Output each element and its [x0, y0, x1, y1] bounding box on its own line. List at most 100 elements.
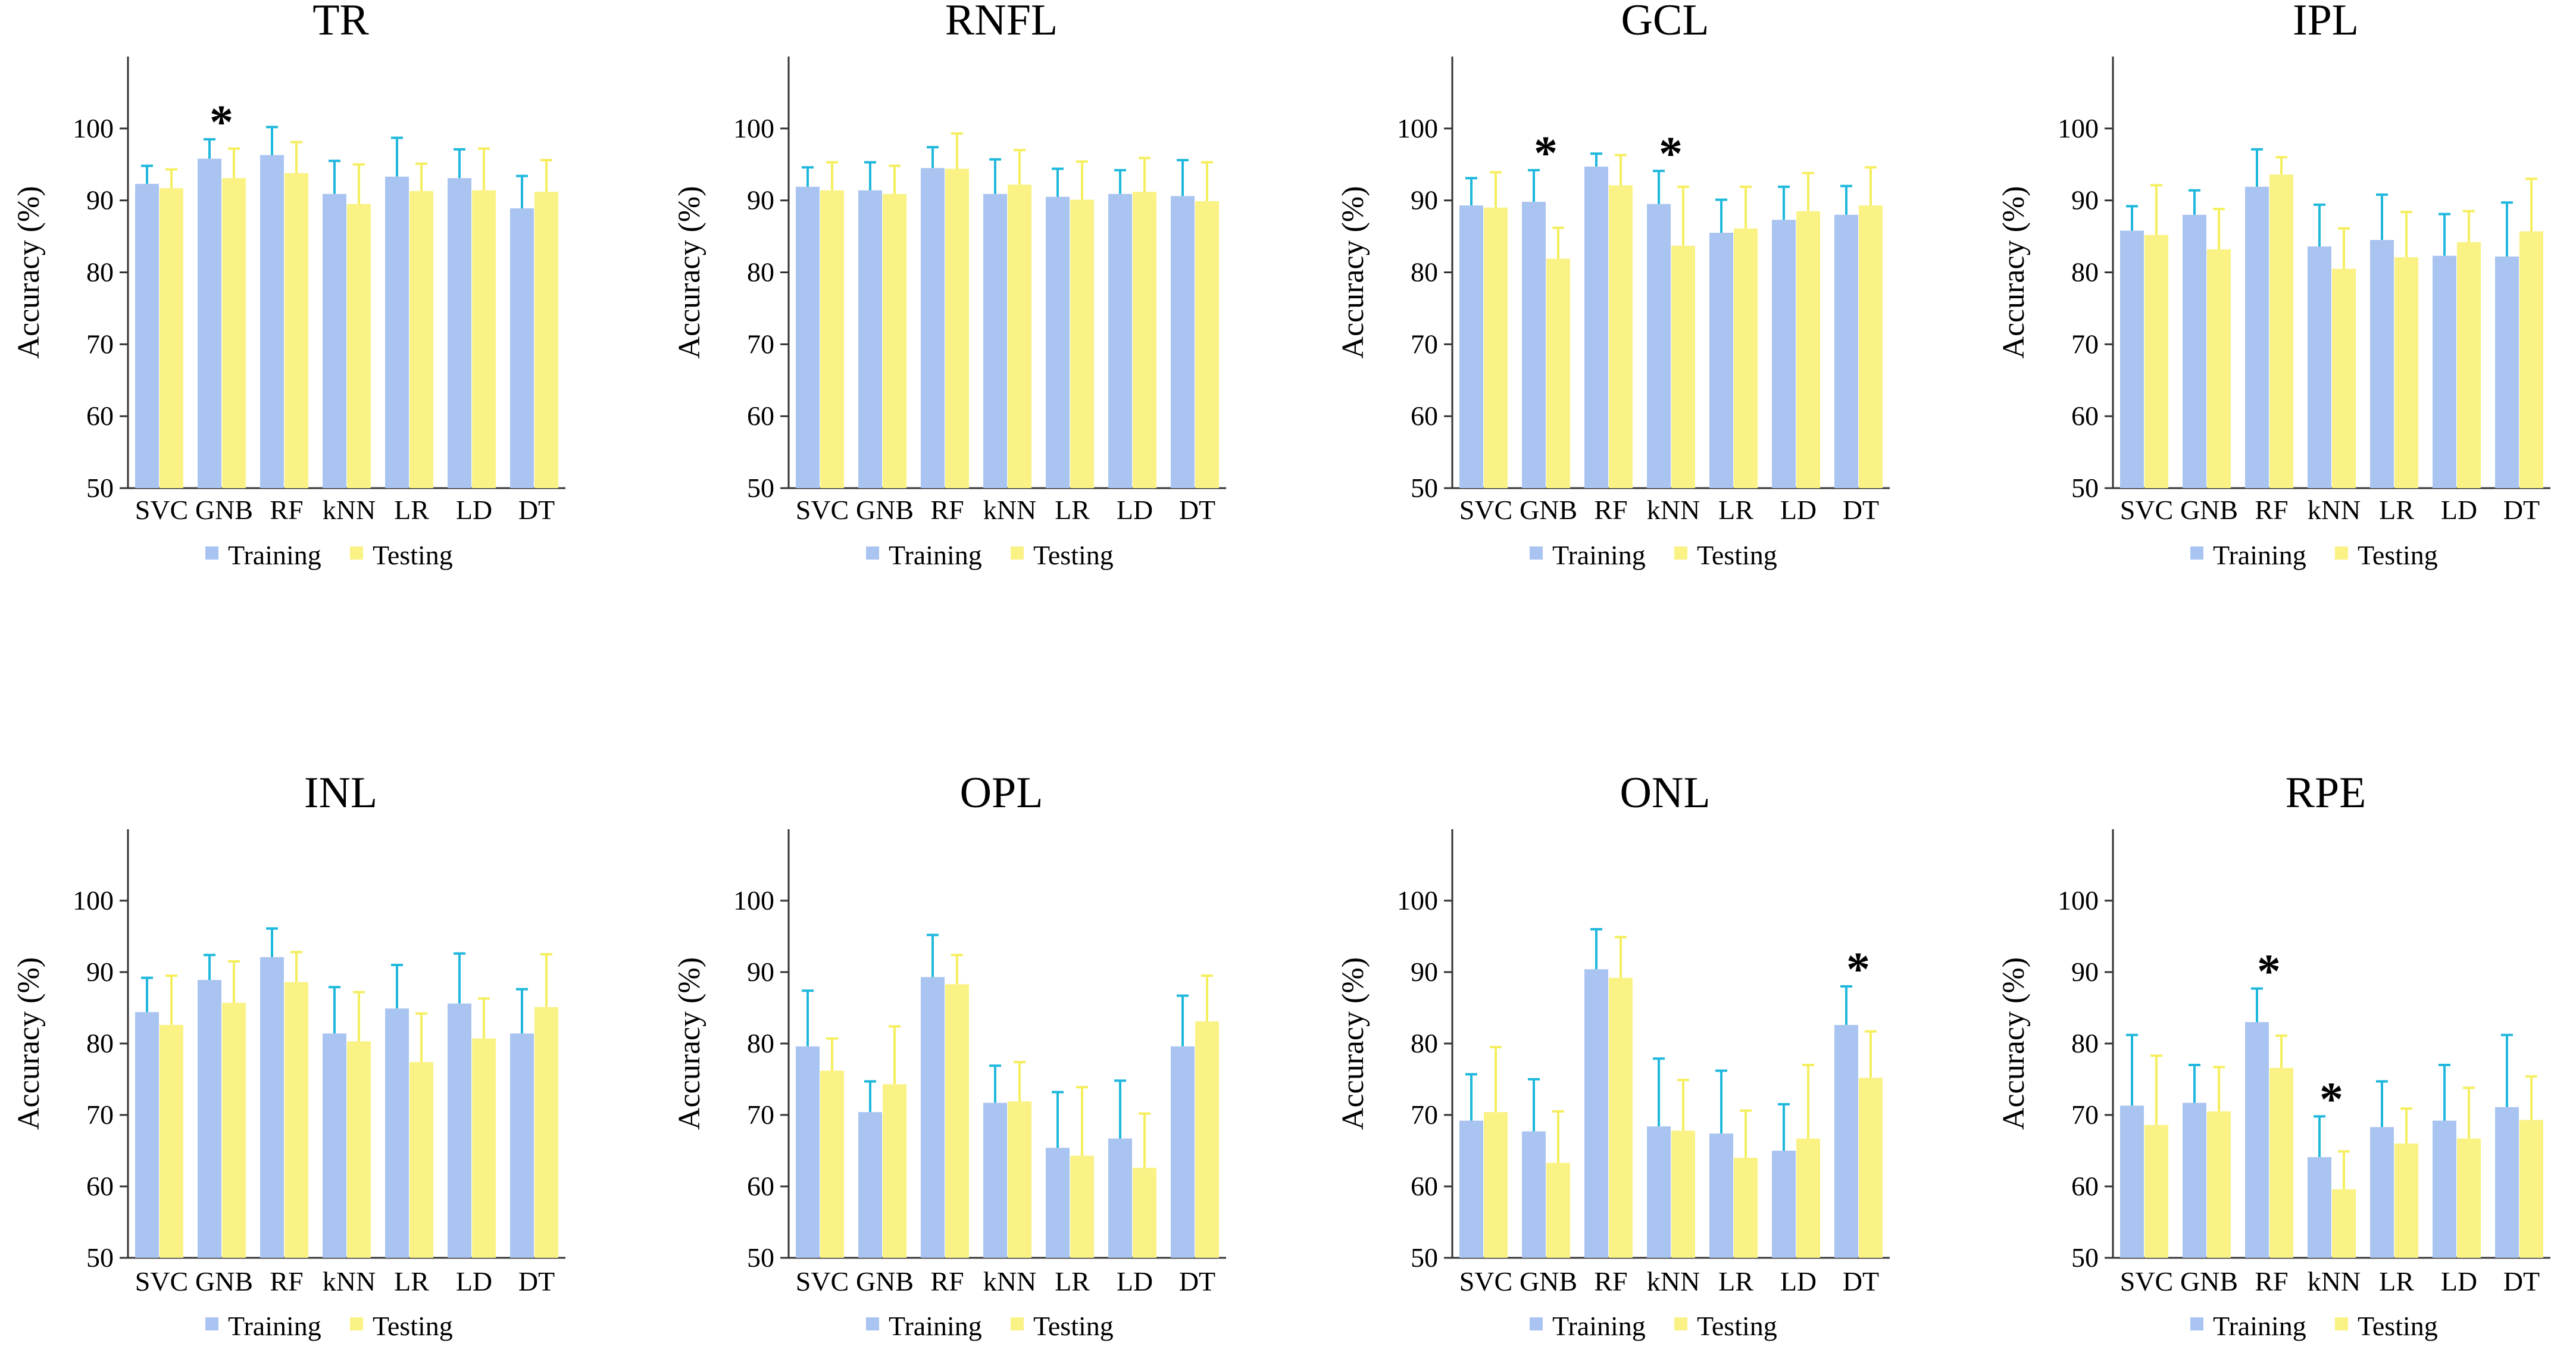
category-label: DT: [518, 1266, 555, 1297]
testing-bar: [2394, 257, 2418, 488]
category-label: kNN: [2308, 1266, 2361, 1297]
training-bar: [135, 183, 159, 488]
category-label: RF: [1594, 1266, 1627, 1297]
category-label: kNN: [1647, 1266, 1700, 1297]
y-axis-title: Accuracy (%): [673, 186, 706, 358]
testing-bar: [2332, 268, 2356, 488]
testing-bar: [1671, 245, 1695, 488]
y-axis-title: Accuracy (%): [1997, 186, 2031, 358]
training-bar: [2245, 1022, 2269, 1258]
y-tick-label: 60: [1411, 401, 1438, 431]
testing-bar: [1546, 1163, 1570, 1258]
y-tick-label: 80: [86, 257, 114, 288]
legend-swatch-testing: [350, 1317, 363, 1330]
y-tick-label: 100: [1397, 885, 1438, 916]
testing-bar: [2207, 249, 2231, 488]
category-label: LD: [456, 495, 492, 525]
testing-bar: [1070, 199, 1094, 488]
category-label: SVC: [796, 1266, 849, 1297]
y-tick-label: 90: [2071, 957, 2099, 987]
testing-bar: [160, 1024, 183, 1258]
y-tick-label: 60: [747, 401, 774, 431]
training-bar: [260, 155, 284, 489]
testing-bar: [285, 173, 308, 488]
testing-bar: [820, 1070, 844, 1258]
training-bar: [2433, 1120, 2456, 1258]
chart-panel-rpe: RPE Accuracy (%) 50 60 70 80 90 100 SVC GNB RF kNN L…: [1997, 769, 2550, 1341]
legend-label-testing: Testing: [373, 1311, 453, 1341]
testing-bar: [1133, 192, 1156, 488]
training-bar: [796, 186, 820, 488]
y-tick-label: 50: [2071, 473, 2099, 503]
testing-bar: [945, 984, 969, 1258]
y-tick-label: 60: [747, 1171, 774, 1201]
legend-label-training: Training: [1552, 540, 1646, 570]
training-bar: [385, 1008, 409, 1258]
testing-bar: [1195, 201, 1219, 488]
chart-panel-inl: INL Accuracy (%) 50 60 70 80 90 100 SVC GNB RF kNN L…: [12, 769, 565, 1341]
testing-bar: [2519, 1120, 2543, 1258]
y-tick-label: 90: [86, 957, 114, 987]
category-label: SVC: [1459, 1266, 1512, 1297]
training-bar: [2370, 1127, 2394, 1258]
training-bar: [1046, 196, 1070, 488]
chart-panel-tr: TR Accuracy (%) 50 60 70 80 90 100 SVC GNB RF kNN LR…: [12, 0, 565, 570]
significance-marker: *: [1659, 128, 1683, 180]
category-label: SVC: [2120, 495, 2173, 525]
testing-bar: [2269, 1067, 2293, 1258]
legend-swatch-training: [866, 546, 879, 560]
y-tick-label: 50: [86, 1242, 114, 1273]
category-label: DT: [1843, 495, 1879, 525]
category-label: RF: [2255, 495, 2288, 525]
legend-label-training: Training: [889, 540, 982, 570]
legend-label-testing: Testing: [1697, 1311, 1777, 1341]
legend-label-testing: Testing: [1033, 540, 1114, 570]
training-bar: [1647, 204, 1671, 488]
testing-bar: [2457, 242, 2481, 488]
testing-bar: [1484, 207, 1508, 488]
y-tick-label: 90: [1411, 957, 1438, 987]
category-label: LD: [1780, 495, 1817, 525]
training-bar: [323, 193, 346, 488]
y-tick-label: 50: [2071, 1242, 2099, 1273]
category-label: SVC: [135, 1266, 188, 1297]
testing-bar: [1609, 185, 1633, 488]
training-bar: [921, 168, 945, 489]
legend-swatch-training: [1530, 1317, 1543, 1330]
testing-bar: [1609, 977, 1633, 1258]
training-bar: [510, 208, 534, 488]
category-label: kNN: [1647, 495, 1700, 525]
y-axis-title: Accuracy (%): [1336, 186, 1370, 358]
y-tick-label: 100: [73, 885, 114, 916]
y-tick-label: 70: [747, 329, 774, 359]
chart-title: GCL: [1621, 0, 1709, 45]
testing-bar: [2457, 1138, 2481, 1258]
y-tick-label: 80: [747, 1028, 774, 1058]
testing-bar: [1008, 185, 1031, 488]
testing-bar: [472, 190, 496, 488]
legend-label-testing: Testing: [1033, 1311, 1114, 1341]
y-axis-title: Accuracy (%): [12, 957, 46, 1130]
testing-bar: [534, 192, 558, 488]
testing-bar: [222, 178, 246, 488]
training-bar: [858, 190, 882, 488]
y-axis-title: Accuracy (%): [12, 186, 46, 358]
testing-bar: [2394, 1144, 2418, 1258]
y-tick-label: 70: [1411, 1099, 1438, 1130]
testing-bar: [1008, 1101, 1031, 1258]
training-bar: [385, 176, 409, 489]
testing-bar: [1546, 258, 1570, 488]
y-tick-label: 60: [86, 1171, 114, 1201]
category-label: RF: [270, 1266, 303, 1297]
training-bar: [198, 980, 221, 1258]
testing-bar: [2144, 235, 2168, 488]
training-bar: [448, 178, 471, 488]
training-bar: [1046, 1148, 1070, 1258]
chart-panel-opl: OPL Accuracy (%) 50 60 70 80 90 100 SVC GNB RF kNN L…: [673, 769, 1226, 1341]
legend-swatch-training: [2190, 1317, 2203, 1330]
y-tick-label: 90: [747, 957, 774, 987]
category-label: LD: [1117, 1266, 1153, 1297]
legend-swatch-testing: [350, 546, 363, 560]
training-bar: [2120, 230, 2144, 488]
